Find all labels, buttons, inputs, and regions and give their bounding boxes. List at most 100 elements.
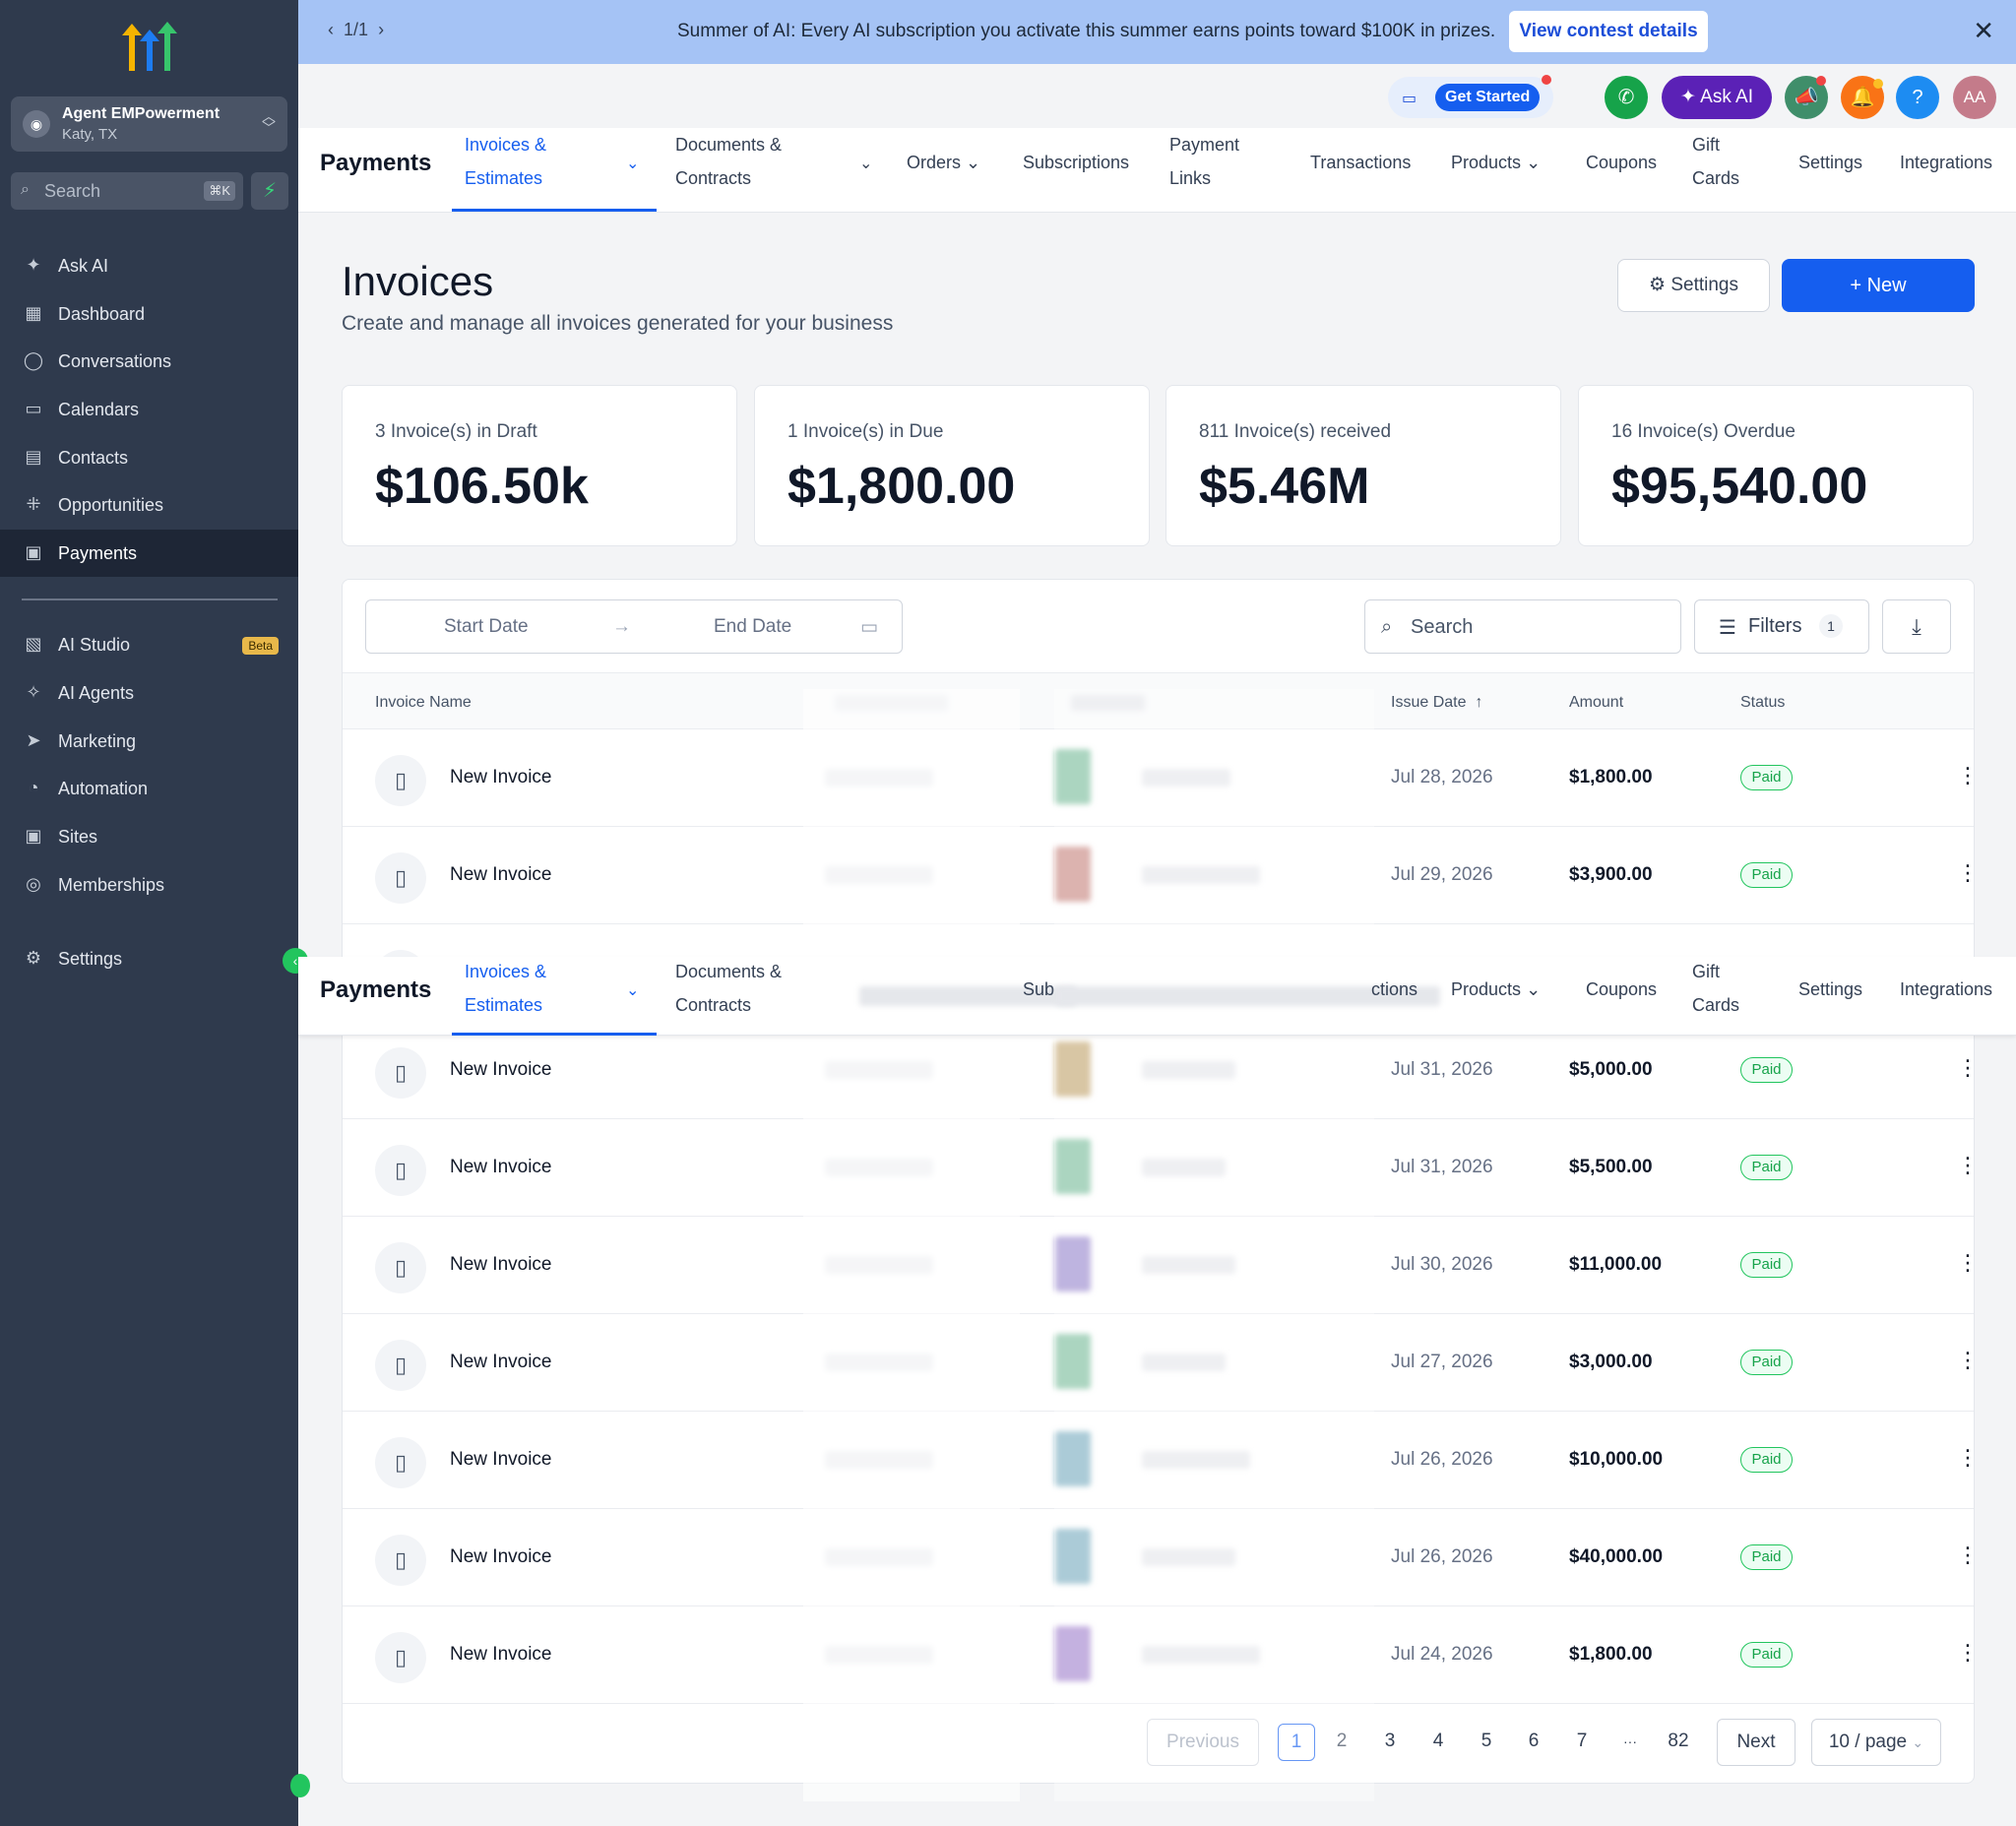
page-3-button[interactable]: 3 bbox=[1384, 1731, 1396, 1751]
invoice-name[interactable]: New Invoice bbox=[450, 1644, 552, 1665]
tab-documents-contracts[interactable]: Documents & Contracts bbox=[675, 128, 782, 195]
more-options-icon[interactable]: ⋮ bbox=[1957, 763, 1979, 787]
end-date-input[interactable]: End Date bbox=[714, 616, 792, 637]
invoice-name[interactable]: New Invoice bbox=[450, 767, 552, 787]
tab-coupons[interactable]: Coupons bbox=[1586, 153, 1658, 172]
start-date-input[interactable]: Start Date bbox=[444, 616, 529, 637]
tab-subscriptions[interactable]: Sub bbox=[1023, 979, 1055, 999]
sidebar-item-memberships[interactable]: ◎ Memberships bbox=[0, 861, 298, 909]
table-row[interactable]: ▯ New Invoice Jul 27, 2026 $3,000.00 Pai… bbox=[343, 1314, 1979, 1412]
download-icon[interactable]: ⤓ bbox=[1882, 599, 1951, 654]
column-header-status[interactable]: Status bbox=[1740, 694, 1786, 711]
column-header-issue-date[interactable]: Issue Date ↑ bbox=[1391, 694, 1482, 712]
sidebar-item-dashboard[interactable]: ▦ Dashboard bbox=[0, 290, 298, 338]
sidebar-item-settings[interactable]: ⚙ Settings bbox=[0, 935, 298, 982]
stat-card-draft[interactable]: 3 Invoice(s) in Draft $106.50k bbox=[342, 385, 737, 546]
sidebar-item-ask-ai[interactable]: ✦ Ask AI bbox=[0, 242, 298, 289]
invoice-name[interactable]: New Invoice bbox=[450, 864, 552, 885]
tab-orders[interactable]: Orders ⌄ bbox=[907, 146, 980, 179]
sidebar-item-marketing[interactable]: ➤ Marketing bbox=[0, 718, 298, 765]
invoice-name[interactable]: New Invoice bbox=[450, 1546, 552, 1567]
chevron-left-icon[interactable]: ‹ bbox=[328, 20, 334, 39]
chevron-down-icon[interactable]: ⌄ bbox=[859, 156, 873, 172]
more-options-icon[interactable]: ⋮ bbox=[1957, 1445, 1979, 1470]
column-header-amount[interactable]: Amount bbox=[1569, 694, 1624, 711]
stat-card-received[interactable]: 811 Invoice(s) received $5.46M bbox=[1166, 385, 1561, 546]
chevron-down-icon[interactable]: ⌄ bbox=[626, 156, 640, 172]
more-options-icon[interactable]: ⋮ bbox=[1957, 1348, 1979, 1372]
tab-products[interactable]: Products ⌄ bbox=[1451, 973, 1541, 1006]
tab-integrations[interactable]: Integrations bbox=[1900, 153, 1993, 172]
banner-pager[interactable]: ‹ 1/1 › bbox=[328, 20, 384, 40]
column-header-name[interactable]: Invoice Name bbox=[375, 694, 472, 711]
search-input[interactable]: ⌕ Search bbox=[1364, 599, 1681, 654]
account-switcher[interactable]: ◉ Agent EMPowerment Katy, TX ︿ ﹀ bbox=[11, 96, 287, 152]
table-row[interactable]: ▯ New Invoice Jul 31, 2026 $5,000.00 Pai… bbox=[343, 1022, 1979, 1119]
help-icon[interactable]: ? bbox=[1896, 76, 1939, 119]
sidebar-search[interactable]: ⌕ Search ⌘K bbox=[11, 172, 243, 210]
tab-invoices-estimates[interactable]: Invoices & Estimates bbox=[465, 955, 546, 1022]
sidebar-item-opportunities[interactable]: ⁜ Opportunities bbox=[0, 481, 298, 529]
table-row[interactable]: ▯ New Invoice Jul 26, 2026 $40,000.00 Pa… bbox=[343, 1509, 1979, 1606]
sidebar-item-ai-studio[interactable]: ▧ AI Studio Beta bbox=[0, 621, 298, 668]
more-options-icon[interactable]: ⋮ bbox=[1957, 1640, 1979, 1665]
tab-gift-cards[interactable]: Gift Cards bbox=[1692, 955, 1739, 1022]
table-row[interactable]: ▯ New Invoice Jul 28, 2026 $1,800.00 Pai… bbox=[343, 729, 1979, 827]
tab-settings[interactable]: Settings bbox=[1798, 979, 1863, 999]
sidebar-item-ai-agents[interactable]: ✧ AI Agents bbox=[0, 669, 298, 717]
tab-payment-links[interactable]: Payment Links bbox=[1169, 128, 1239, 195]
more-options-icon[interactable]: ⋮ bbox=[1957, 1250, 1979, 1275]
stat-card-due[interactable]: 1 Invoice(s) in Due $1,800.00 bbox=[754, 385, 1150, 546]
view-contest-button[interactable]: View contest details bbox=[1509, 11, 1708, 52]
tab-gift-cards[interactable]: Gift Cards bbox=[1692, 128, 1739, 195]
tab-subscriptions[interactable]: Subscriptions bbox=[1023, 153, 1130, 172]
new-invoice-button[interactable]: + New bbox=[1782, 259, 1975, 312]
quick-action-bolt-icon[interactable]: ⚡ bbox=[251, 172, 288, 210]
tab-documents-contracts[interactable]: Documents & Contracts bbox=[675, 955, 782, 1022]
tab-products[interactable]: Products ⌄ bbox=[1451, 146, 1541, 179]
table-row[interactable]: ▯ New Invoice Jul 26, 2026 $10,000.00 Pa… bbox=[343, 1412, 1979, 1509]
tab-coupons[interactable]: Coupons bbox=[1586, 979, 1658, 999]
sidebar-item-conversations[interactable]: ◯ Conversations bbox=[0, 338, 298, 385]
table-row[interactable]: ▯ New Invoice Jul 31, 2026 $5,500.00 Pai… bbox=[343, 1119, 1979, 1217]
sidebar-item-calendars[interactable]: ▭ Calendars bbox=[0, 386, 298, 433]
stat-card-overdue[interactable]: 16 Invoice(s) Overdue $95,540.00 bbox=[1578, 385, 1974, 546]
invoice-name[interactable]: New Invoice bbox=[450, 1059, 552, 1080]
tab-settings[interactable]: Settings bbox=[1798, 153, 1863, 172]
table-row[interactable]: ▯ New Invoice Jul 29, 2026 $3,900.00 Pai… bbox=[343, 827, 1979, 924]
close-icon[interactable]: ✕ bbox=[1973, 16, 1994, 45]
invoice-name[interactable]: New Invoice bbox=[450, 1449, 552, 1470]
invoice-name[interactable]: New Invoice bbox=[450, 1254, 552, 1275]
pagination-ellipsis[interactable]: ··· bbox=[1623, 1733, 1637, 1749]
table-row[interactable]: ▯ New Invoice Jul 24, 2026 $1,800.00 Pai… bbox=[343, 1606, 1979, 1704]
invoice-name[interactable]: New Invoice bbox=[450, 1352, 552, 1372]
date-range-picker[interactable]: Start Date → End Date ▭ bbox=[365, 599, 903, 654]
sidebar-item-automation[interactable]: ◔ Automation bbox=[0, 765, 298, 812]
tab-transactions[interactable]: Transactions bbox=[1310, 153, 1412, 172]
filters-button[interactable]: ☰ Filters 1 bbox=[1694, 599, 1869, 654]
page-82-button[interactable]: 82 bbox=[1668, 1731, 1689, 1751]
tab-transactions[interactable]: ctions bbox=[1371, 979, 1418, 999]
sidebar-item-contacts[interactable]: ▤ Contacts bbox=[0, 434, 298, 481]
sidebar-item-payments[interactable]: ▣ Payments bbox=[0, 530, 298, 577]
page-1-button[interactable]: 1 bbox=[1278, 1724, 1315, 1761]
more-options-icon[interactable]: ⋮ bbox=[1957, 1543, 1979, 1567]
sidebar-item-sites[interactable]: ▣ Sites bbox=[0, 813, 298, 860]
chevron-down-icon[interactable]: ⌄ bbox=[626, 982, 640, 999]
previous-button[interactable]: Previous bbox=[1147, 1719, 1259, 1766]
settings-button[interactable]: ⚙ Settings bbox=[1617, 259, 1770, 312]
page-4-button[interactable]: 4 bbox=[1432, 1731, 1444, 1751]
page-7-button[interactable]: 7 bbox=[1576, 1731, 1588, 1751]
get-started-button[interactable]: ▭ Get Started bbox=[1388, 77, 1553, 118]
page-2-button[interactable]: 2 bbox=[1336, 1731, 1348, 1751]
tab-integrations[interactable]: Integrations bbox=[1900, 979, 1993, 999]
page-size-select[interactable]: 10 / page ⌄ bbox=[1811, 1719, 1941, 1766]
ask-ai-button[interactable]: ✦ Ask AI bbox=[1662, 76, 1772, 119]
more-options-icon[interactable]: ⋮ bbox=[1957, 860, 1979, 885]
page-6-button[interactable]: 6 bbox=[1528, 1731, 1540, 1751]
next-button[interactable]: Next bbox=[1717, 1719, 1796, 1766]
more-options-icon[interactable]: ⋮ bbox=[1957, 1055, 1979, 1080]
chevron-right-icon[interactable]: › bbox=[378, 20, 385, 39]
phone-icon[interactable]: ✆ bbox=[1605, 76, 1648, 119]
avatar[interactable]: AA bbox=[1953, 76, 1996, 119]
